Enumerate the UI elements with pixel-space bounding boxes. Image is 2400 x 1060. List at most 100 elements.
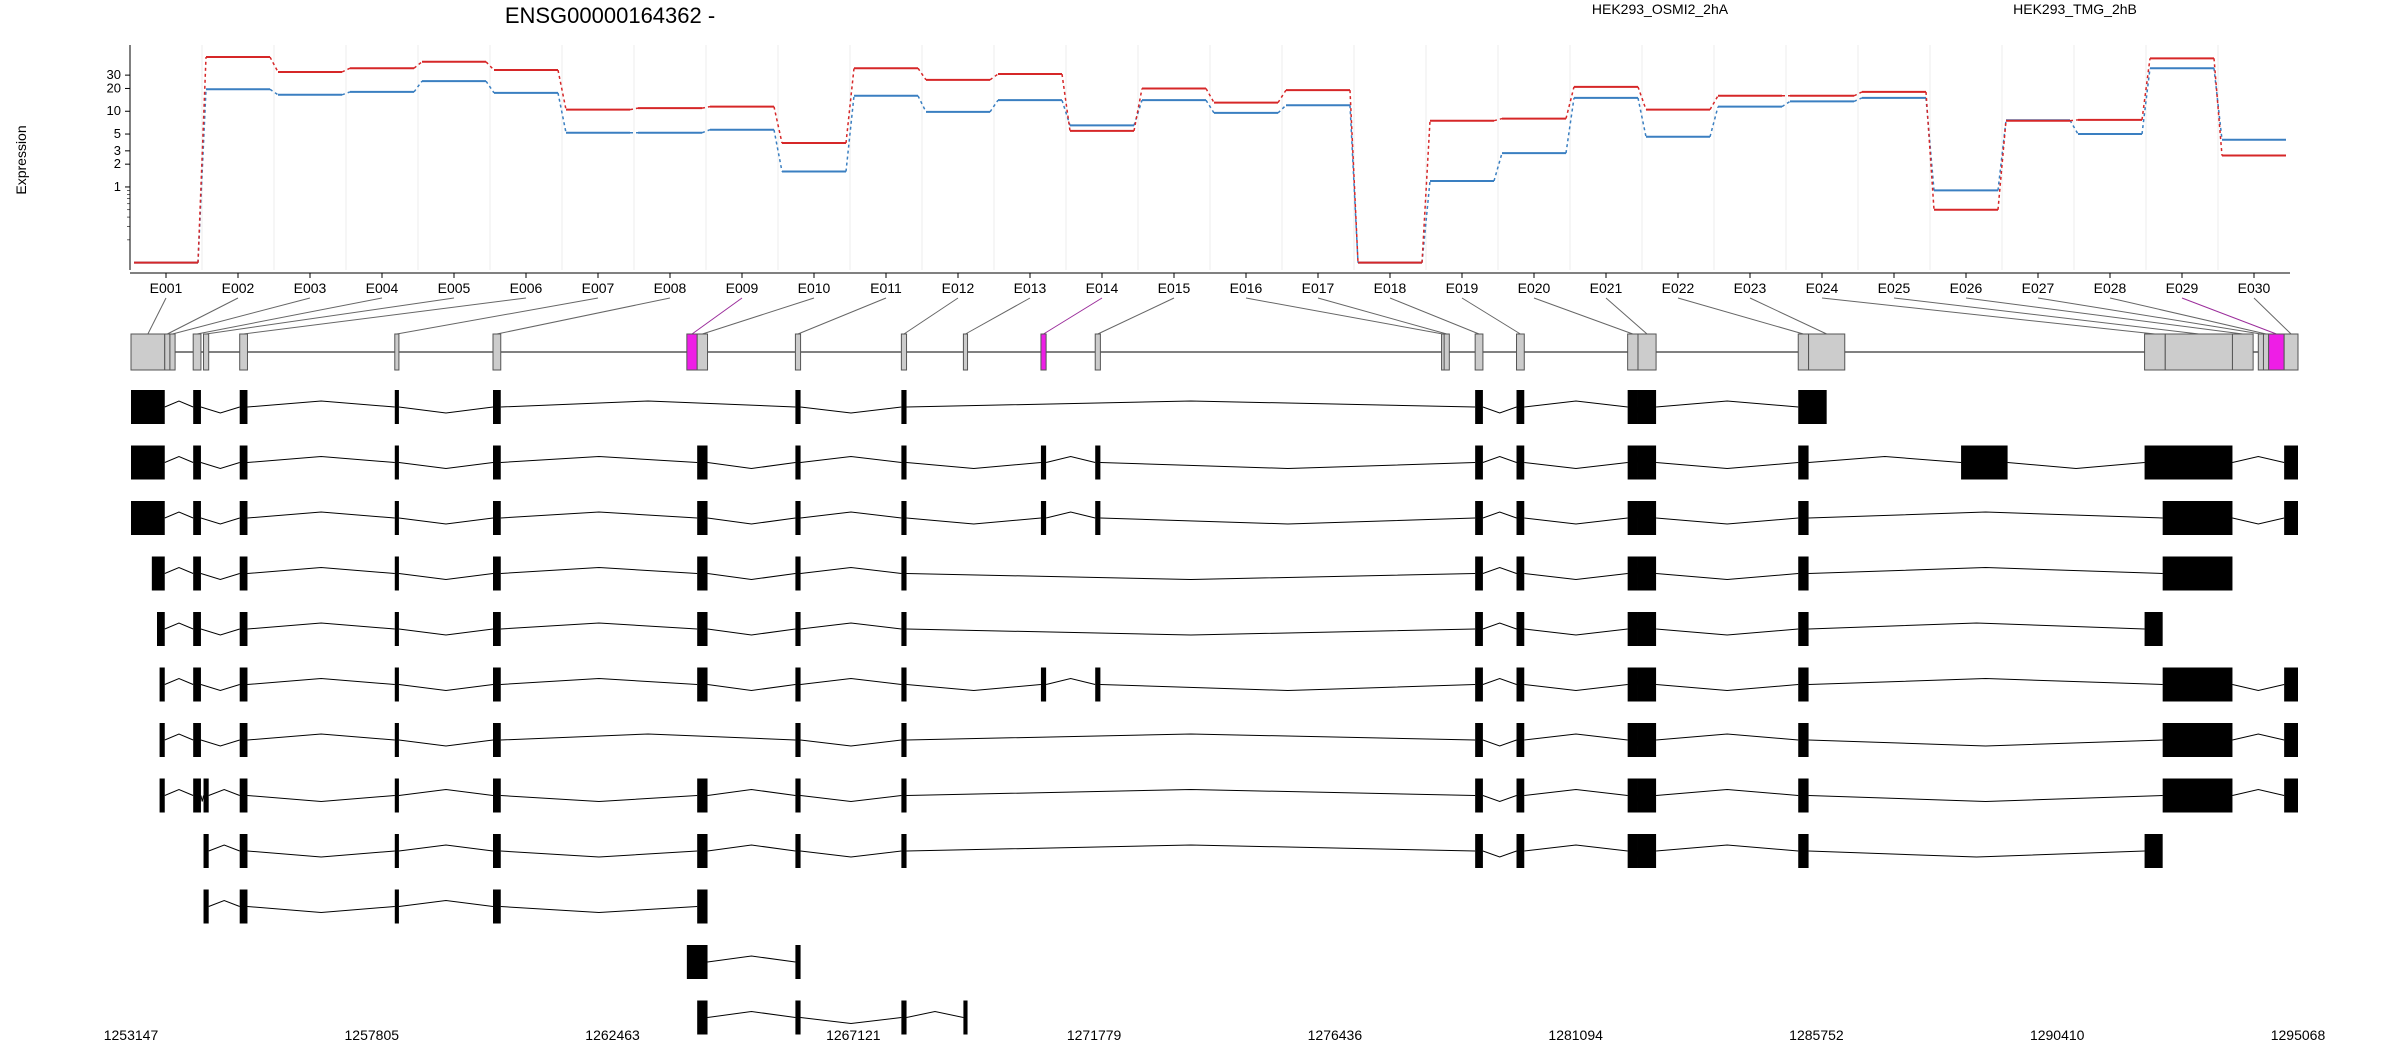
transcript-exon: [239, 390, 248, 424]
transcript-exon: [795, 723, 801, 757]
transcript-exon: [795, 667, 801, 702]
genomic-tick-label: 1257805: [345, 1027, 400, 1043]
genomic-tick-label: 1262463: [585, 1027, 640, 1043]
intron-line: [800, 795, 902, 803]
exon-link-line: [2109, 297, 2267, 335]
transcript-exon: [2144, 445, 2233, 480]
model-exon: [2164, 333, 2233, 371]
series-connector: [1637, 86, 1647, 110]
transcript-row: [203, 834, 2163, 868]
genomic-tick-label: 1276436: [1308, 1027, 1363, 1043]
series-connector: [2141, 58, 2151, 120]
intron-line: [164, 733, 194, 741]
transcript-exon: [2284, 723, 2298, 757]
exon-link-line: [965, 297, 1031, 335]
intron-line: [398, 788, 494, 796]
model-exon: [1637, 333, 1657, 371]
model-exon: [239, 333, 248, 371]
transcript-exon: [131, 390, 165, 424]
series-connector: [2069, 119, 2079, 122]
transcript-row: [151, 556, 2233, 591]
series-connector: [845, 95, 855, 172]
transcript-exon: [394, 778, 399, 813]
x-tick-label: E026: [1950, 280, 1983, 296]
intron-line: [247, 677, 395, 685]
series-connector: [413, 80, 423, 93]
transcript-exon: [901, 501, 907, 535]
model-exon: [192, 333, 202, 371]
intron-line: [906, 788, 1476, 796]
intron-line: [1656, 844, 1799, 852]
exon-link-line: [172, 297, 311, 335]
exon-link-line: [2037, 297, 2261, 335]
intron-line: [707, 462, 796, 470]
transcript-exon: [394, 889, 399, 924]
transcript-row: [131, 390, 1827, 424]
exon-link-line: [1749, 297, 1827, 335]
transcript-exon: [1637, 723, 1657, 757]
transcript-exon: [239, 501, 248, 535]
intron-line: [200, 628, 240, 636]
transcript-exon: [193, 778, 201, 813]
transcript-exon: [686, 945, 708, 979]
transcript-exon: [1627, 778, 1638, 813]
intron-line: [1656, 628, 1799, 636]
intron-line: [1482, 795, 1517, 803]
series-connector: [557, 92, 567, 133]
transcript-exon: [2162, 778, 2233, 813]
transcript-exon: [1516, 445, 1525, 480]
transcript-exon: [1516, 778, 1525, 813]
transcript-exon: [795, 556, 801, 591]
transcript-exon: [157, 612, 165, 646]
x-tick-label: E011: [870, 280, 902, 296]
intron-line: [500, 906, 698, 914]
intron-line: [247, 850, 395, 858]
transcript-exon: [1798, 390, 1827, 424]
intron-line: [1524, 788, 1628, 796]
intron-line: [164, 677, 194, 685]
intron-line: [500, 400, 796, 408]
x-tick-label: E017: [1302, 280, 1335, 296]
intron-line: [208, 788, 240, 796]
genomic-tick-label: 1295068: [2271, 1027, 2326, 1043]
series-connector: [1781, 100, 1791, 108]
transcript-exon: [697, 556, 708, 591]
intron-line: [247, 455, 395, 463]
intron-line: [800, 406, 902, 414]
model-exon: [203, 333, 210, 371]
transcript-exon: [1627, 556, 1638, 591]
series-connector: [557, 69, 567, 110]
intron-line: [800, 622, 902, 630]
transcript-exon: [795, 778, 801, 813]
intron-line: [398, 899, 494, 907]
transcript-exon: [1798, 612, 1809, 646]
transcript-exon: [1637, 834, 1657, 868]
transcript-exon: [697, 1000, 708, 1035]
intron-line: [1656, 684, 1799, 692]
series-connector: [485, 80, 495, 94]
transcript-exon: [1798, 778, 1809, 813]
intron-line: [398, 684, 494, 692]
series-connector: [2213, 58, 2223, 156]
intron-line: [1100, 517, 1476, 525]
series-connector: [917, 95, 927, 113]
transcript-exon: [1961, 445, 2008, 480]
model-exon: [2262, 333, 2270, 371]
exon-link-line: [1533, 297, 1633, 335]
series-connector: [341, 91, 351, 96]
transcript-exon: [697, 889, 708, 924]
transcript-exon: [1475, 501, 1483, 535]
exon-link-line: [797, 297, 887, 335]
intron-line: [200, 795, 205, 802]
exon-link-line: [1677, 297, 1804, 335]
series-1-line: [134, 56, 2286, 264]
intron-line: [1808, 795, 2163, 803]
transcript-exon: [2162, 556, 2233, 591]
intron-line: [500, 622, 698, 630]
intron-line: [164, 455, 194, 463]
chart-title: ENSG00000164362 -: [505, 3, 715, 28]
transcript-exon: [795, 834, 801, 868]
series-connector: [1133, 88, 1143, 132]
transcript-exon: [1040, 501, 1047, 535]
transcript-row: [159, 667, 2298, 702]
